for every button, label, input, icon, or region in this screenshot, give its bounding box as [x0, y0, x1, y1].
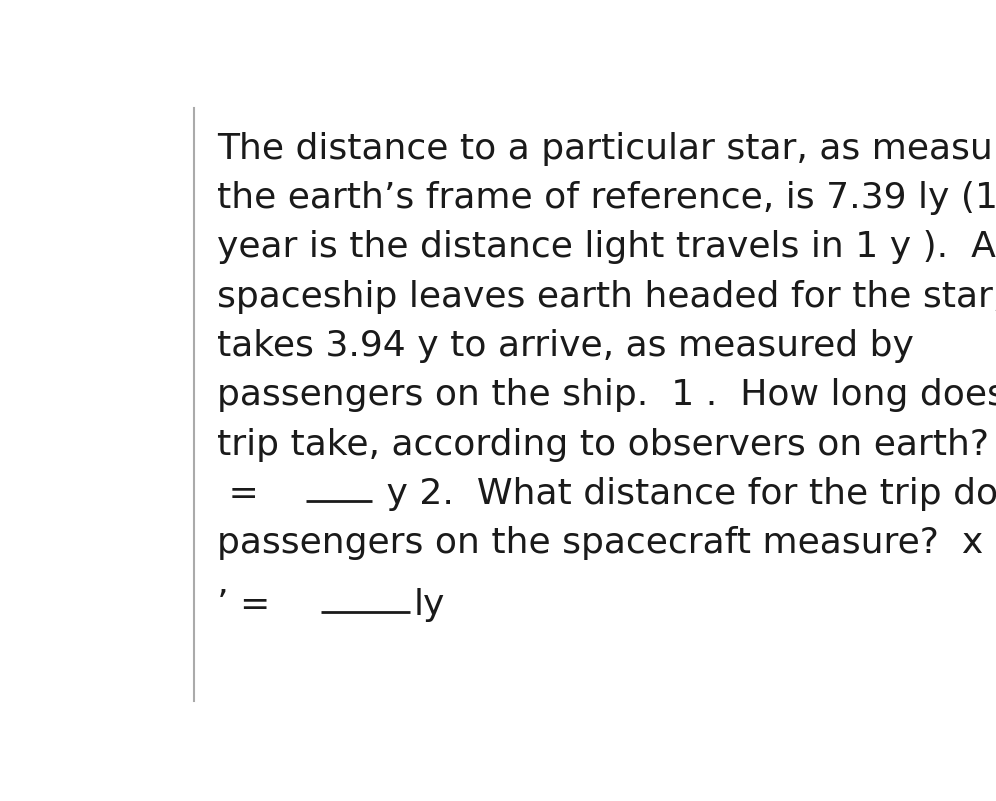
Text: year is the distance light travels in 1 y ).  A: year is the distance light travels in 1 …: [217, 230, 996, 264]
Text: ly: ly: [414, 588, 445, 622]
Text: =: =: [217, 477, 282, 511]
Text: passengers on the ship.  1 .  How long does the: passengers on the ship. 1 . How long doe…: [217, 378, 996, 413]
Text: spaceship leaves earth headed for the star, and: spaceship leaves earth headed for the st…: [217, 280, 996, 313]
Text: trip take, according to observers on earth?  t: trip take, according to observers on ear…: [217, 428, 996, 461]
Text: passengers on the spacecraft measure?  x: passengers on the spacecraft measure? x: [217, 526, 983, 560]
Text: y 2.  What distance for the trip do: y 2. What distance for the trip do: [375, 477, 996, 511]
Text: takes 3.94 y to arrive, as measured by: takes 3.94 y to arrive, as measured by: [217, 329, 914, 363]
Text: The distance to a particular star, as measured in: The distance to a particular star, as me…: [217, 131, 996, 166]
Text: the earth’s frame of reference, is 7.39 ly (1 light: the earth’s frame of reference, is 7.39 …: [217, 181, 996, 215]
Text: ’ =: ’ =: [217, 588, 294, 622]
